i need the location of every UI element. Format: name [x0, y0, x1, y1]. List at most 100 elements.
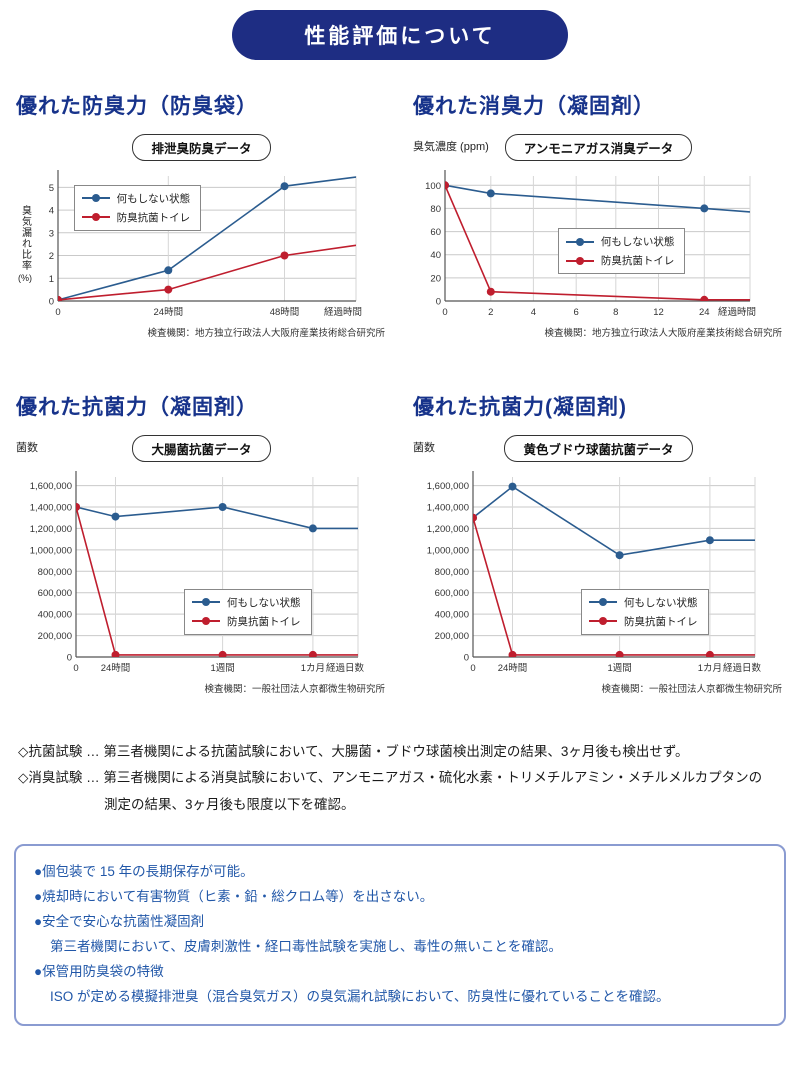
svg-text:6: 6: [574, 307, 579, 318]
legend-label: 何もしない状態: [600, 236, 675, 248]
y-axis-label-text: 臭気漏れ比率: [19, 204, 31, 271]
note-deodorizing: ◇消臭試験 … 第三者機関による消臭試験において、アンモニアガス・硫化水素・トリ…: [18, 770, 763, 786]
svg-text:1,400,000: 1,400,000: [427, 503, 469, 514]
svg-text:24時間: 24時間: [101, 663, 131, 674]
svg-text:1,200,000: 1,200,000: [30, 524, 72, 535]
legend-label: 防臭抗菌トイレ: [624, 615, 698, 628]
chart-title: 大腸菌抗菌データ: [132, 434, 271, 462]
svg-text:1カ月: 1カ月: [301, 663, 325, 674]
legend-swatch-line-dot: [81, 197, 110, 200]
chart-head: 臭気濃度 (ppm) アンモニアガス消臭データ: [413, 133, 784, 161]
chart-head: 菌数 大腸菌抗菌データ: [16, 434, 387, 462]
svg-text:24時間: 24時間: [154, 307, 184, 318]
svg-text:400,000: 400,000: [38, 610, 72, 621]
legend-label: 防臭抗菌トイレ: [116, 211, 191, 224]
chart-title: 排泄臭防臭データ: [132, 133, 271, 161]
svg-text:60: 60: [430, 227, 441, 238]
chart-block: 菌数 黄色ブドウ球菌抗菌データ 0 200,000 400,000 600,000 80…: [413, 434, 784, 695]
svg-text:0: 0: [464, 653, 469, 664]
chart-head: 排泄臭防臭データ: [16, 133, 387, 161]
legend-row: 防臭抗菌トイレ: [589, 614, 698, 629]
agency-caption: 検査機関：地方独立行政法人大阪府産業技術総合研究所: [147, 328, 385, 339]
legend-row: 何もしない状態: [81, 191, 191, 206]
legend-row: 防臭抗菌トイレ: [81, 210, 191, 225]
legend-swatch-line-dot: [81, 216, 110, 219]
svg-text:0: 0: [55, 307, 60, 318]
section-antibacterial-ecoli: 優れた抗菌力（凝固剤） 菌数 大腸菌抗菌データ 0 200,000 400,000 6…: [16, 391, 387, 695]
legend-row: 防臭抗菌トイレ: [192, 614, 301, 629]
chart-body: 0 200,000 400,000 600,000 800,000 1,000,000 1,…: [413, 467, 784, 677]
test-notes: ◇抗菌試験 … 第三者機関による抗菌試験において、大腸菌・ブドウ球菌検出測定の結…: [0, 695, 800, 816]
legend-label: 何もしない状態: [227, 596, 301, 609]
chart-svg: 0 200,000 400,000 600,000 800,000 1,000,000 1,…: [30, 471, 364, 674]
page: 性能評価について 優れた防臭力（防臭袋） 排泄臭防臭データ 臭気漏れ比率 (%)…: [0, 10, 800, 1067]
section-heading: 優れた消臭力（凝固剤）: [413, 95, 655, 118]
chart-svg: 0 200,000 400,000 600,000 800,000 1,000,000 1,…: [427, 471, 762, 674]
svg-text:2: 2: [488, 307, 493, 318]
chart-block: 臭気濃度 (ppm) アンモニアガス消臭データ 0 20 40 60 80 100 0 2 4 6…: [413, 133, 784, 339]
section-heading: 優れた抗菌力(凝固剤): [413, 396, 627, 419]
svg-text:24: 24: [699, 307, 710, 318]
svg-text:48時間: 48時間: [270, 307, 300, 318]
svg-text:1,200,000: 1,200,000: [427, 524, 469, 535]
svg-text:20: 20: [430, 273, 441, 284]
svg-text:1,600,000: 1,600,000: [30, 481, 72, 492]
svg-text:1週間: 1週間: [607, 662, 631, 674]
legend-swatch-line-dot: [565, 240, 594, 243]
legend-row: 何もしない状態: [589, 595, 698, 610]
agency-caption: 検査機関：地方独立行政法人大阪府産業技術総合研究所: [544, 328, 782, 339]
legend-swatch-line-dot: [589, 620, 617, 623]
svg-text:0: 0: [49, 297, 54, 308]
svg-text:0: 0: [436, 297, 441, 308]
agency-caption: 検査機関：一般社団法人京都微生物研究所: [204, 684, 385, 695]
svg-text:800,000: 800,000: [435, 567, 469, 578]
legend-row: 何もしない状態: [192, 595, 301, 610]
legend-swatch-line-dot: [565, 259, 594, 262]
section-deodorant-bag: 優れた防臭力（防臭袋） 排泄臭防臭データ 臭気漏れ比率 (%) 0 1 2 3 4 5 0 2…: [16, 90, 387, 339]
svg-text:経過日数: 経過日数: [723, 662, 762, 674]
svg-text:200,000: 200,000: [38, 631, 72, 642]
svg-text:3: 3: [49, 228, 54, 239]
chart-canvas-ecoli: 0 200,000 400,000 600,000 800,000 1,000,000 1,…: [16, 467, 366, 677]
legend-label: 何もしない状態: [116, 192, 191, 205]
legend-swatch-line-dot: [589, 601, 617, 604]
chart-legend: 何もしない状態 防臭抗菌トイレ: [184, 588, 312, 635]
chart-body: 0 20 40 60 80 100 0 2 4 6 8 12 24 経過時間 何もしない状態 防臭抗菌トイレ: [413, 166, 784, 321]
y-axis-unit: (%): [18, 272, 32, 283]
info-item-coagulant-detail: 第三者機関において、皮膚刺激性・経口毒性試験を実施し、毒性の無いことを確認。: [50, 938, 562, 954]
chart-body: 0 200,000 400,000 600,000 800,000 1,000,000 1,…: [16, 467, 387, 677]
page-title-banner: 性能評価について: [232, 10, 568, 60]
y-axis-label: 臭気濃度 (ppm): [413, 141, 489, 153]
chart-block: 排泄臭防臭データ 臭気漏れ比率 (%) 0 1 2 3 4 5 0 24時間 48時間 経過時間 …: [16, 133, 387, 339]
svg-text:600,000: 600,000: [435, 588, 469, 599]
svg-text:40: 40: [430, 250, 441, 261]
chart-legend: 何もしない状態 防臭抗菌トイレ: [581, 588, 709, 635]
svg-text:0: 0: [73, 663, 78, 674]
svg-text:0: 0: [442, 307, 447, 318]
section-antibacterial-staph: 優れた抗菌力(凝固剤) 菌数 黄色ブドウ球菌抗菌データ 0 200,000 400,…: [413, 391, 784, 695]
legend-swatch-line-dot: [192, 620, 220, 623]
chart-block: 菌数 大腸菌抗菌データ 0 200,000 400,000 600,000 800,00…: [16, 434, 387, 695]
chart-legend: 何もしない状態 防臭抗菌トイレ: [73, 184, 202, 231]
svg-text:1,000,000: 1,000,000: [30, 545, 72, 556]
svg-text:0: 0: [67, 653, 72, 664]
svg-text:600,000: 600,000: [38, 588, 72, 599]
svg-text:80: 80: [430, 204, 441, 215]
svg-text:経過時間: 経過時間: [324, 306, 362, 318]
svg-text:800,000: 800,000: [38, 567, 72, 578]
info-item-packaging: ●個包装で 15 年の長期保存が可能。: [34, 863, 254, 879]
chart-svg: 0 1 2 3 4 5 0 24時間 48時間 経過時間: [49, 170, 362, 318]
svg-text:1カ月: 1カ月: [698, 663, 722, 674]
chart-body: 臭気漏れ比率 (%) 0 1 2 3 4 5 0 24時間 48時間 経過時間 何もしない状態 防臭…: [16, 166, 387, 321]
section-heading: 優れた防臭力（防臭袋）: [16, 95, 258, 118]
agency-caption: 検査機関：一般社団法人京都微生物研究所: [601, 684, 782, 695]
legend-label: 何もしない状態: [624, 596, 698, 609]
svg-text:1,600,000: 1,600,000: [427, 481, 469, 492]
svg-text:12: 12: [653, 307, 664, 318]
legend-label: 防臭抗菌トイレ: [227, 615, 301, 628]
section-deodorizer-coagulant: 優れた消臭力（凝固剤） 臭気濃度 (ppm) アンモニアガス消臭データ 0 20 4…: [413, 90, 784, 339]
note-deodorizing-cont: 測定の結果、3ヶ月後も限度以下を確認。: [104, 796, 355, 812]
page-title: 性能評価について: [304, 25, 496, 48]
legend-row: 防臭抗菌トイレ: [565, 253, 674, 268]
